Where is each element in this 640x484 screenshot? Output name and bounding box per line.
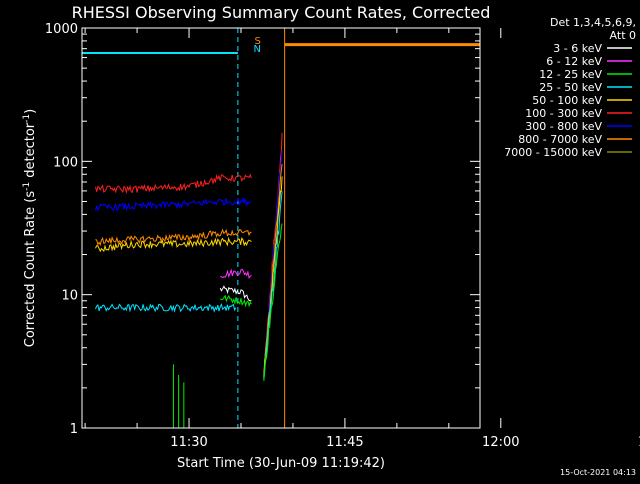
legend-header: Det 1,3,4,5,6,9,: [550, 16, 636, 29]
legend-entry-label: 12 - 25 keV: [539, 68, 602, 81]
y-tick-label: 1: [70, 422, 78, 437]
y-axis-label: Corrected Count Rate (s-1 detector-1): [22, 109, 38, 347]
y-tick-label: 100: [53, 155, 78, 170]
legend-entry-label: 3 - 6 keV: [553, 42, 602, 55]
x-tick-label: 11:30: [170, 435, 207, 450]
x-axis-label: Start Time (30-Jun-09 11:19:42): [177, 456, 385, 471]
legend-entry-label: 7000 - 15000 keV: [504, 146, 602, 159]
y-tick-label: 1000: [45, 22, 78, 37]
legend-entry-label: 6 - 12 keV: [546, 55, 602, 68]
legend-entry-label: 800 - 7000 keV: [518, 133, 602, 146]
flag-label: N: [254, 44, 261, 55]
legend-header: Att 0: [610, 29, 636, 42]
x-tick-label: 12:00: [482, 435, 519, 450]
footer-date: 15-Oct-2021 04:13: [560, 468, 636, 477]
legend-entry-label: 25 - 50 keV: [539, 81, 602, 94]
legend-entry-label: 300 - 800 keV: [525, 120, 602, 133]
x-tick-label: 11:45: [326, 435, 363, 450]
legend-entry-label: 50 - 100 keV: [532, 94, 602, 107]
chart-title: RHESSI Observing Summary Count Rates, Co…: [72, 3, 491, 22]
y-tick-label: 10: [61, 289, 78, 304]
legend-entry-label: 100 - 300 keV: [525, 107, 602, 120]
